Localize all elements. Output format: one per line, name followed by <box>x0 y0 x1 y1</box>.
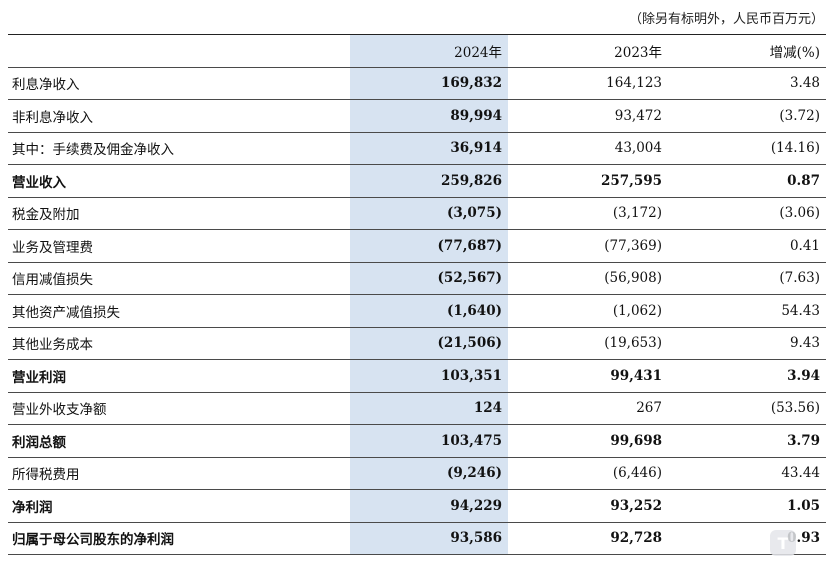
row-label: 业务及管理费 <box>8 229 350 263</box>
header-row: 2024年 2023年 增减(%) <box>8 34 826 68</box>
header-2024: 2024年 <box>350 34 508 68</box>
value-2023: (3,172) <box>508 197 668 230</box>
income-statement-table: 2024年 2023年 增减(%) 利息净收入 169,832 164,123 3.4… <box>8 34 826 555</box>
value-change: 0.93 <box>668 522 826 555</box>
value-change: 3.48 <box>668 67 826 100</box>
row-label: 净利润 <box>8 489 350 523</box>
value-2023: 99,431 <box>508 359 668 393</box>
table-row: 信用减值损失 (52,567) (56,908) (7.63) <box>8 262 826 295</box>
header-2023: 2023年 <box>508 34 668 68</box>
row-label: 非利息净收入 <box>8 99 350 133</box>
value-2023: 164,123 <box>508 67 668 100</box>
value-2023: 99,698 <box>508 424 668 458</box>
table-row: 非利息净收入 89,994 93,472 (3.72) <box>8 99 826 133</box>
table-row: 归属于母公司股东的净利润 93,586 92,728 0.93 <box>8 522 826 555</box>
value-2023: (6,446) <box>508 457 668 490</box>
value-change: (14.16) <box>668 132 826 165</box>
value-change: 0.87 <box>668 164 826 198</box>
table-row: 其他业务成本 (21,506) (19,653) 9.43 <box>8 327 826 360</box>
value-2023: 93,472 <box>508 99 668 133</box>
table-body: 利息净收入 169,832 164,123 3.48 非利息净收入 89,994 93,47… <box>8 67 826 555</box>
value-2023: 257,595 <box>508 164 668 198</box>
value-change: 43.44 <box>668 457 826 490</box>
value-2024: 259,826 <box>350 164 508 198</box>
value-2024: 94,229 <box>350 489 508 523</box>
table-row: 营业利润 103,351 99,431 3.94 <box>8 359 826 393</box>
value-2024: 103,475 <box>350 424 508 458</box>
row-label: 其他资产减值损失 <box>8 294 350 328</box>
value-2024: (52,567) <box>350 262 508 295</box>
value-change: (3.72) <box>668 99 826 133</box>
table-row: 其他资产减值损失 (1,640) (1,062) 54.43 <box>8 294 826 328</box>
value-2023: 93,252 <box>508 489 668 523</box>
value-change: (3.06) <box>668 197 826 230</box>
row-label: 利息净收入 <box>8 67 350 100</box>
watermark-logo-icon: T <box>770 530 796 556</box>
row-label: 信用减值损失 <box>8 262 350 295</box>
value-2024: (3,075) <box>350 197 508 230</box>
value-change: 3.79 <box>668 424 826 458</box>
header-label <box>8 34 350 68</box>
value-change: 54.43 <box>668 294 826 328</box>
value-2024: 169,832 <box>350 67 508 100</box>
row-label: 利润总额 <box>8 424 350 458</box>
value-2023: (77,369) <box>508 229 668 263</box>
row-label: 营业利润 <box>8 359 350 393</box>
table-row: 其中：手续费及佣金净收入 36,914 43,004 (14.16) <box>8 132 826 165</box>
value-2024: 36,914 <box>350 132 508 165</box>
value-change: 9.43 <box>668 327 826 360</box>
value-change: 3.94 <box>668 359 826 393</box>
value-2023: 92,728 <box>508 522 668 555</box>
header-change: 增减(%) <box>668 34 826 68</box>
unit-note: （除另有标明外，人民币百万元） <box>628 12 824 27</box>
value-2023: (19,653) <box>508 327 668 360</box>
table-row: 利润总额 103,475 99,698 3.79 <box>8 424 826 458</box>
row-label: 归属于母公司股东的净利润 <box>8 522 350 555</box>
table-row: 业务及管理费 (77,687) (77,369) 0.41 <box>8 229 826 263</box>
value-2023: 43,004 <box>508 132 668 165</box>
value-2024: 89,994 <box>350 99 508 133</box>
row-label: 营业收入 <box>8 164 350 198</box>
row-label: 其他业务成本 <box>8 327 350 360</box>
value-2024: (9,246) <box>350 457 508 490</box>
value-2023: (1,062) <box>508 294 668 328</box>
table-row: 营业收入 259,826 257,595 0.87 <box>8 164 826 198</box>
table-row: 所得税费用 (9,246) (6,446) 43.44 <box>8 457 826 490</box>
table-row: 营业外收支净额 124 267 (53.56) <box>8 392 826 425</box>
row-label: 其中：手续费及佣金净收入 <box>8 132 350 165</box>
table-row: 净利润 94,229 93,252 1.05 <box>8 489 826 523</box>
value-2024: 124 <box>350 392 508 425</box>
watermark-letter: T <box>777 533 789 553</box>
value-2024: 93,586 <box>350 522 508 555</box>
table-row: 利息净收入 169,832 164,123 3.48 <box>8 67 826 100</box>
table-row: 税金及附加 (3,075) (3,172) (3.06) <box>8 197 826 230</box>
row-label: 税金及附加 <box>8 197 350 230</box>
value-change: 1.05 <box>668 489 826 523</box>
value-2023: (56,908) <box>508 262 668 295</box>
value-change: (53.56) <box>668 392 826 425</box>
value-2024: 103,351 <box>350 359 508 393</box>
value-2024: (1,640) <box>350 294 508 328</box>
value-change: 0.41 <box>668 229 826 263</box>
value-2023: 267 <box>508 392 668 425</box>
value-2024: (21,506) <box>350 327 508 360</box>
row-label: 营业外收支净额 <box>8 392 350 425</box>
row-label: 所得税费用 <box>8 457 350 490</box>
value-2024: (77,687) <box>350 229 508 263</box>
value-change: (7.63) <box>668 262 826 295</box>
